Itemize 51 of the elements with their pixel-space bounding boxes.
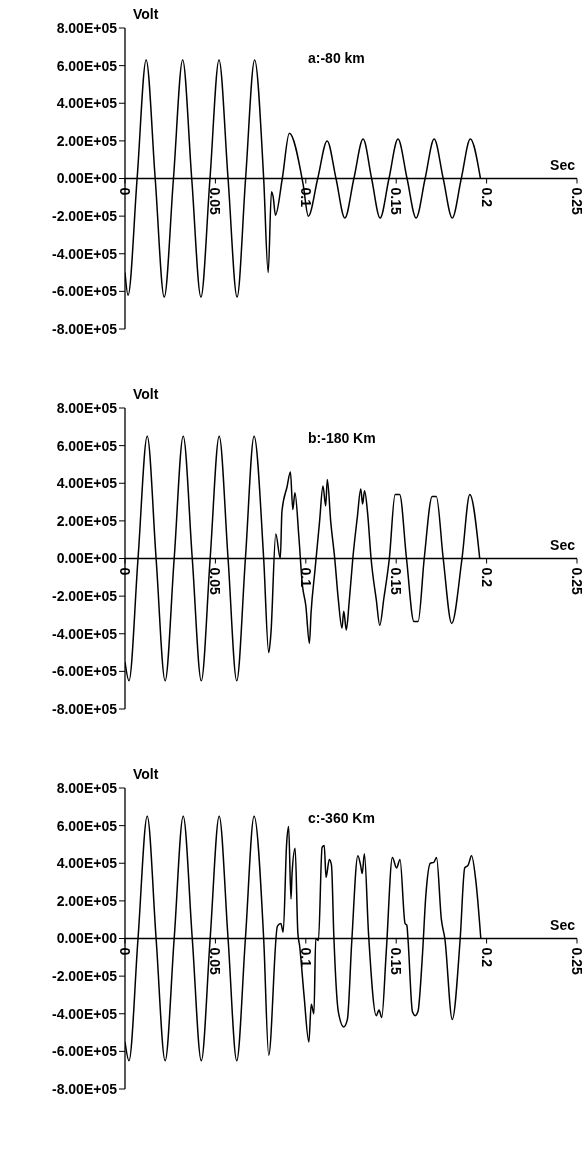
x-tick-label: 0.15 — [388, 947, 405, 975]
x-tick-label: 0.05 — [207, 567, 224, 595]
y-tick-label: 8.00E+05 — [56, 779, 118, 796]
y-tick-label: 2.00E+05 — [56, 132, 118, 149]
y-tick-label: -4.00E+05 — [52, 245, 118, 262]
y-tick-label: 4.00E+05 — [56, 855, 118, 872]
x-tick-label: 0.15 — [388, 187, 405, 215]
x-axis-title: Sec — [550, 536, 575, 553]
x-tick-label: 0.05 — [207, 947, 224, 975]
y-tick-label: -6.00E+05 — [52, 663, 118, 680]
y-axis-title: Volt — [133, 766, 159, 782]
y-tick-label: -4.00E+05 — [52, 625, 118, 642]
y-tick-label: 2.00E+05 — [56, 892, 118, 909]
x-tick-label: 0 — [117, 567, 133, 576]
text: a:-80 km — [308, 50, 365, 66]
x-tick-label: 0.15 — [388, 567, 405, 595]
x-tick-label: 0 — [117, 187, 133, 196]
y-tick-label: -2.00E+05 — [52, 588, 118, 605]
y-axis-title: Volt — [133, 6, 159, 22]
y-tick-label: 2.00E+05 — [56, 512, 118, 529]
text: b:-180 Km — [308, 430, 376, 446]
text: c:-360 Km — [308, 810, 375, 826]
x-tick-label: 0.05 — [207, 187, 224, 215]
x-tick-label: 0.2 — [478, 567, 495, 588]
y-tick-label: 6.00E+05 — [56, 437, 118, 454]
y-tick-label: -8.00E+05 — [52, 1080, 118, 1097]
y-tick-label: 4.00E+05 — [56, 95, 118, 112]
y-axis-title: Volt — [133, 386, 159, 402]
y-tick-label: -8.00E+05 — [52, 320, 118, 337]
y-tick-label: -4.00E+05 — [52, 1005, 118, 1022]
x-tick-label: 0 — [117, 947, 133, 956]
x-tick-label: 0.25 — [569, 187, 585, 215]
x-tick-label: 0.2 — [478, 947, 495, 968]
y-tick-label: 4.00E+05 — [56, 475, 118, 492]
y-tick-label: 0.00E+00 — [56, 550, 118, 567]
y-tick-label: -2.00E+05 — [52, 968, 118, 985]
x-axis-title: Sec — [550, 156, 575, 173]
y-tick-label: 8.00E+05 — [56, 19, 118, 36]
y-tick-label: -6.00E+05 — [52, 283, 118, 300]
x-tick-label: 0.25 — [569, 567, 585, 595]
x-tick-label: 0.2 — [478, 187, 495, 208]
y-tick-label: -8.00E+05 — [52, 700, 118, 717]
y-tick-label: 0.00E+00 — [56, 170, 118, 187]
y-tick-label: 8.00E+05 — [56, 399, 118, 416]
y-tick-label: 6.00E+05 — [56, 817, 118, 834]
x-axis-title: Sec — [550, 916, 575, 933]
y-tick-label: 0.00E+00 — [56, 930, 118, 947]
y-tick-label: -2.00E+05 — [52, 208, 118, 225]
y-tick-label: 6.00E+05 — [56, 57, 118, 74]
x-tick-label: 0.25 — [569, 947, 585, 975]
y-tick-label: -6.00E+05 — [52, 1043, 118, 1060]
